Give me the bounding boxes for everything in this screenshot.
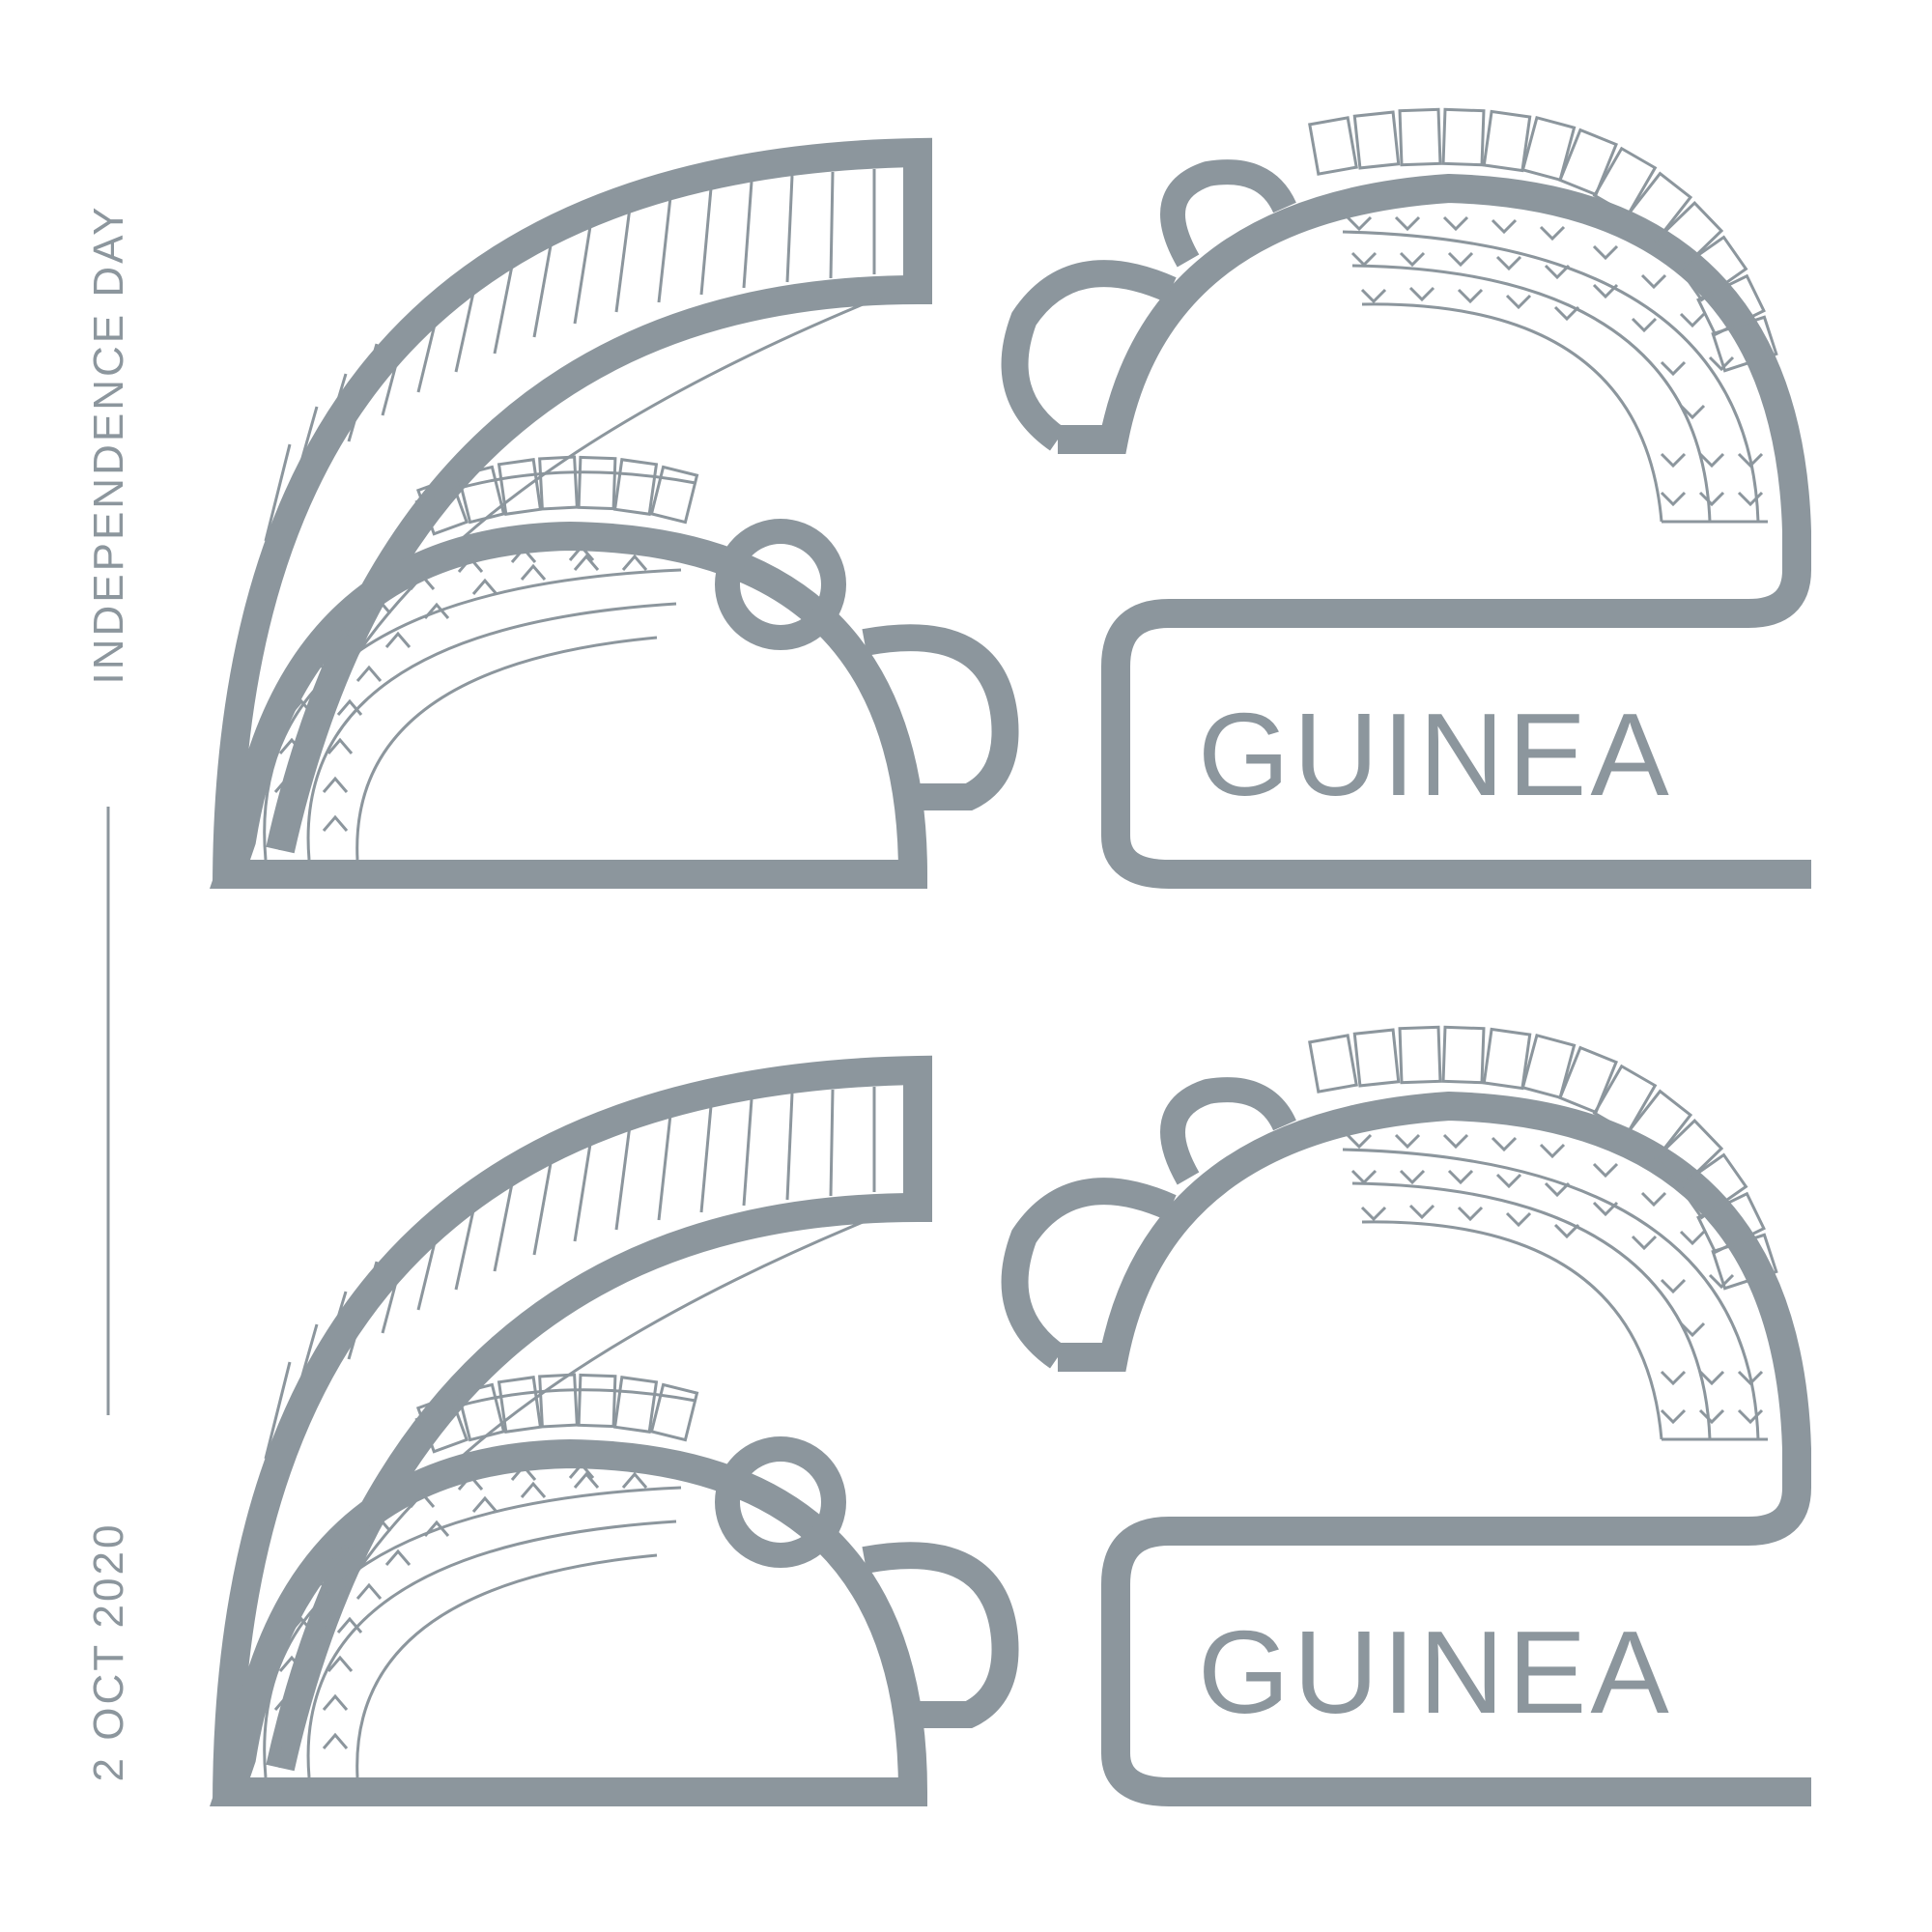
left-head-bottom xyxy=(227,1070,1006,1806)
left-head-top xyxy=(227,153,1006,889)
date-label: 2 OCT 2020 xyxy=(85,1521,132,1782)
country-name-top: GUINEA xyxy=(1198,689,1673,820)
country-name-bottom: GUINEA xyxy=(1198,1606,1673,1738)
event-label: INDEPENDENCE DAY xyxy=(85,204,132,685)
